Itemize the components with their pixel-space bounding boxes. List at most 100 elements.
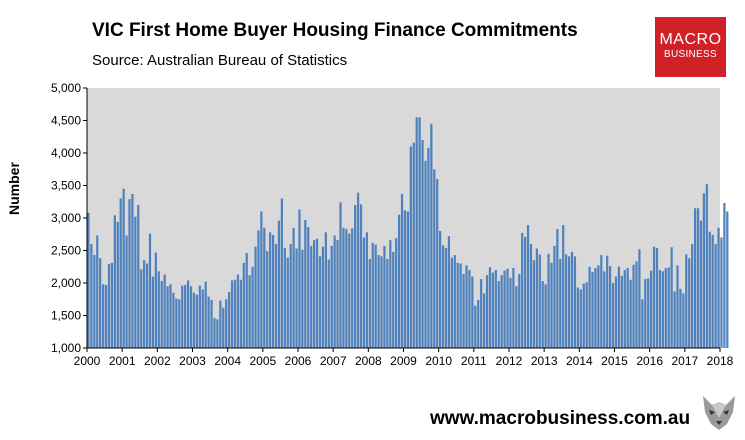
bar [122,188,125,348]
bar [254,246,257,348]
bar [201,289,204,348]
bar [377,255,380,348]
bar [594,268,597,348]
bar [468,270,471,348]
bar [389,240,392,348]
chart-subtitle: Source: Australian Bureau of Statistics [92,52,348,69]
bar [169,284,172,348]
bar [614,276,618,348]
bar [137,205,140,348]
bar [207,296,210,348]
bar [506,268,509,348]
bar [526,225,530,348]
x-tick-label: 2014 [566,354,593,368]
bar [717,227,720,348]
bar [365,232,368,348]
y-tick-label: 2,500 [51,244,81,258]
bar [635,261,638,348]
bar [277,220,281,348]
bar [456,262,459,348]
y-tick-label: 5,000 [51,81,81,95]
bar [184,284,187,348]
bar [553,245,556,348]
chart-title: VIC First Home Buyer Housing Finance Com… [92,20,578,41]
bar [333,235,336,348]
bar [576,287,579,348]
bar [295,248,298,348]
x-tick-label: 2001 [109,354,136,368]
bar [286,257,289,348]
bar [280,198,283,348]
bar [251,266,254,348]
bar [327,259,330,348]
bar [403,210,407,348]
bar [175,298,178,348]
bar [632,264,635,348]
bar [433,169,436,348]
bar [726,211,729,348]
bar [90,244,93,348]
bar [477,299,480,348]
bar [711,234,714,348]
bar [696,208,700,348]
bar [210,299,213,348]
bar [441,245,445,348]
bar [324,232,327,348]
bar [351,228,354,348]
bar [650,270,653,348]
bar [134,216,137,348]
bar [512,268,515,348]
bar [400,193,404,348]
bar [562,225,565,348]
bar [104,284,108,348]
x-tick-label: 2003 [179,354,206,368]
bar [453,255,456,348]
bar [116,221,119,348]
bar [720,237,723,348]
bar [151,276,155,348]
bar [544,284,547,348]
bar [189,286,193,348]
bar [269,232,272,348]
bar [336,240,339,348]
bar [556,229,559,348]
bar [110,262,114,348]
bar [652,246,656,348]
logo-line-2: BUSINESS [664,49,717,60]
bar [204,281,207,348]
bar [301,249,304,348]
bar [225,299,228,348]
bar [529,244,533,348]
bar [228,292,231,348]
bar [368,258,371,348]
bar [192,292,196,348]
bar [532,260,536,348]
bar [216,319,219,348]
bar [723,203,726,348]
footer-url: www.macrobusiness.com.au [430,408,691,429]
bar [447,236,451,348]
bar [289,244,292,348]
bar [524,236,527,348]
bar [550,262,553,348]
bar [547,253,550,348]
bar [515,286,518,348]
bar [603,271,606,348]
bar [570,251,574,348]
y-tick-label: 4,000 [51,146,81,160]
bar [245,253,248,348]
bar [292,227,295,348]
bar [573,256,577,348]
bar [588,266,591,348]
bar [600,255,603,348]
bar [354,205,357,348]
bar [145,263,149,348]
bar [518,273,521,348]
bar [655,247,659,348]
bar [702,193,705,348]
bar [283,247,286,348]
bar [274,244,278,348]
bar [198,285,201,348]
x-tick-label: 2009 [390,354,417,368]
bar [667,267,670,348]
